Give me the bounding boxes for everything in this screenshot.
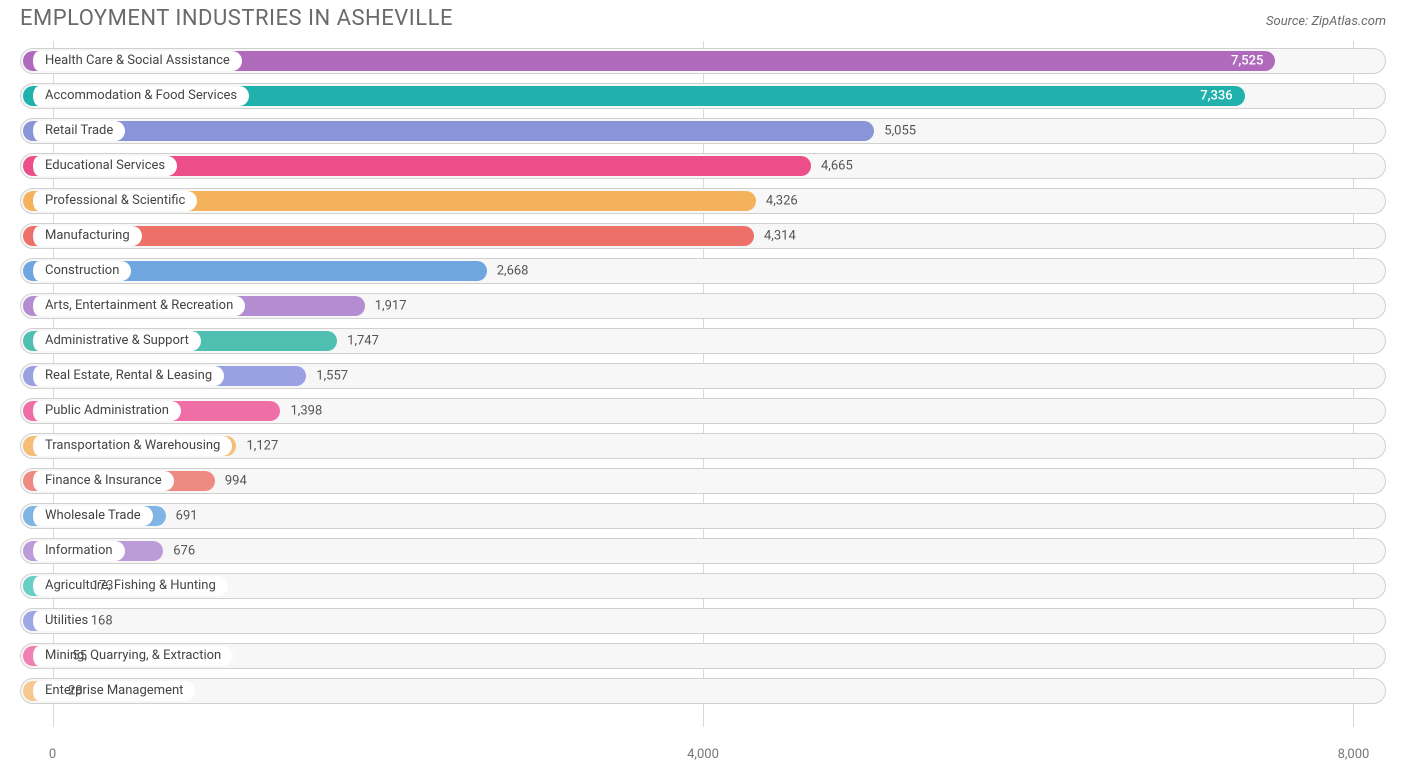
value-label: 994 — [225, 473, 247, 488]
source-name: ZipAtlas.com — [1311, 14, 1386, 29]
chart-row: Information 676 — [20, 533, 1386, 568]
chart-row: Construction 2,668 — [20, 253, 1386, 288]
value-label: 1,398 — [290, 403, 322, 418]
chart-rows: Health Care & Social Assistance 7,525 Acco… — [20, 41, 1386, 708]
value-label: 1,917 — [375, 298, 407, 313]
category-label: Construction — [29, 261, 131, 281]
value-label: 4,665 — [821, 158, 853, 173]
bar-track: Enterprise Management28 — [20, 678, 1386, 704]
value-label: 1,557 — [316, 368, 348, 383]
bar-track: Educational Services 4,665 — [20, 153, 1386, 179]
category-label: Health Care & Social Assistance — [29, 51, 242, 71]
bar-chart: Health Care & Social Assistance 7,525 Acco… — [20, 41, 1386, 741]
value-label: 55 — [72, 648, 87, 663]
chart-row: Administrative & Support 1,747 — [20, 323, 1386, 358]
chart-row: Utilities168 — [20, 603, 1386, 638]
x-axis-tick: 4,000 — [687, 747, 719, 762]
value-label: 7,525 — [1231, 53, 1263, 68]
category-label: Wholesale Trade — [29, 506, 153, 526]
bar-track: Transportation & Warehousing 1,127 — [20, 433, 1386, 459]
bar-track: Construction 2,668 — [20, 258, 1386, 284]
bar-track: Professional & Scientific 4,326 — [20, 188, 1386, 214]
bar-track: Arts, Entertainment & Recreation 1,917 — [20, 293, 1386, 319]
value-label: 4,314 — [764, 228, 796, 243]
chart-row: Educational Services 4,665 — [20, 148, 1386, 183]
value-label: 28 — [68, 683, 83, 698]
value-label: 4,326 — [766, 193, 798, 208]
x-axis-tick: 8,000 — [1338, 747, 1370, 762]
chart-row: Transportation & Warehousing 1,127 — [20, 428, 1386, 463]
category-label: Enterprise Management — [29, 681, 195, 701]
category-label: Information — [29, 541, 125, 561]
bar-track: Health Care & Social Assistance 7,525 — [20, 48, 1386, 74]
chart-row: Arts, Entertainment & Recreation 1,917 — [20, 288, 1386, 323]
category-label: Administrative & Support — [29, 331, 201, 351]
value-label: 7,336 — [1200, 88, 1232, 103]
value-label: 168 — [91, 613, 113, 628]
chart-source: Source: ZipAtlas.com — [1266, 14, 1386, 29]
category-label: Transportation & Warehousing — [29, 436, 232, 456]
category-label: Agriculture, Fishing & Hunting — [29, 576, 228, 596]
category-label: Arts, Entertainment & Recreation — [29, 296, 245, 316]
category-label: Utilities — [29, 611, 100, 631]
bar-track: Accommodation & Food Services 7,336 — [20, 83, 1386, 109]
value-label: 1,747 — [347, 333, 379, 348]
chart-row: Accommodation & Food Services 7,336 — [20, 78, 1386, 113]
chart-row: Wholesale Trade 691 — [20, 498, 1386, 533]
bar-track: Finance & Insurance 994 — [20, 468, 1386, 494]
value-label: 691 — [176, 508, 198, 523]
category-label: Mining, Quarrying, & Extraction — [29, 646, 233, 666]
bar-track: Retail Trade 5,055 — [20, 118, 1386, 144]
source-label: Source: — [1266, 14, 1308, 29]
category-label: Real Estate, Rental & Leasing — [29, 366, 224, 386]
x-axis-tick: 0 — [49, 747, 56, 762]
category-label: Accommodation & Food Services — [29, 86, 249, 106]
chart-row: Real Estate, Rental & Leasing 1,557 — [20, 358, 1386, 393]
category-label: Professional & Scientific — [29, 191, 197, 211]
bar-track: Real Estate, Rental & Leasing 1,557 — [20, 363, 1386, 389]
bar-track: Public Administration 1,398 — [20, 398, 1386, 424]
category-label: Finance & Insurance — [29, 471, 174, 491]
bar-track: Utilities168 — [20, 608, 1386, 634]
chart-row: Mining, Quarrying, & Extraction55 — [20, 638, 1386, 673]
value-label: 173 — [92, 578, 114, 593]
value-label: 2,668 — [497, 263, 529, 278]
category-label: Educational Services — [29, 156, 177, 176]
chart-row: Health Care & Social Assistance 7,525 — [20, 43, 1386, 78]
chart-header: EMPLOYMENT INDUSTRIES IN ASHEVILLE Sourc… — [0, 0, 1406, 41]
bar-track: Wholesale Trade 691 — [20, 503, 1386, 529]
chart-row: Manufacturing 4,314 — [20, 218, 1386, 253]
category-label: Retail Trade — [29, 121, 125, 141]
value-label: 676 — [173, 543, 195, 558]
value-label: 1,127 — [246, 438, 278, 453]
chart-row: Enterprise Management28 — [20, 673, 1386, 708]
chart-row: Agriculture, Fishing & Hunting173 — [20, 568, 1386, 603]
bar — [23, 121, 874, 141]
x-axis: 0 4,000 8,000 — [20, 743, 1386, 767]
bar-track: Mining, Quarrying, & Extraction55 — [20, 643, 1386, 669]
chart-row: Retail Trade 5,055 — [20, 113, 1386, 148]
bar-track: Information 676 — [20, 538, 1386, 564]
chart-row: Public Administration 1,398 — [20, 393, 1386, 428]
chart-title: EMPLOYMENT INDUSTRIES IN ASHEVILLE — [20, 6, 453, 31]
value-label: 5,055 — [884, 123, 916, 138]
bar-track: Administrative & Support 1,747 — [20, 328, 1386, 354]
chart-row: Professional & Scientific 4,326 — [20, 183, 1386, 218]
bar-track: Manufacturing 4,314 — [20, 223, 1386, 249]
category-label: Public Administration — [29, 401, 181, 421]
chart-row: Finance & Insurance 994 — [20, 463, 1386, 498]
bar-track: Agriculture, Fishing & Hunting173 — [20, 573, 1386, 599]
category-label: Manufacturing — [29, 226, 142, 246]
